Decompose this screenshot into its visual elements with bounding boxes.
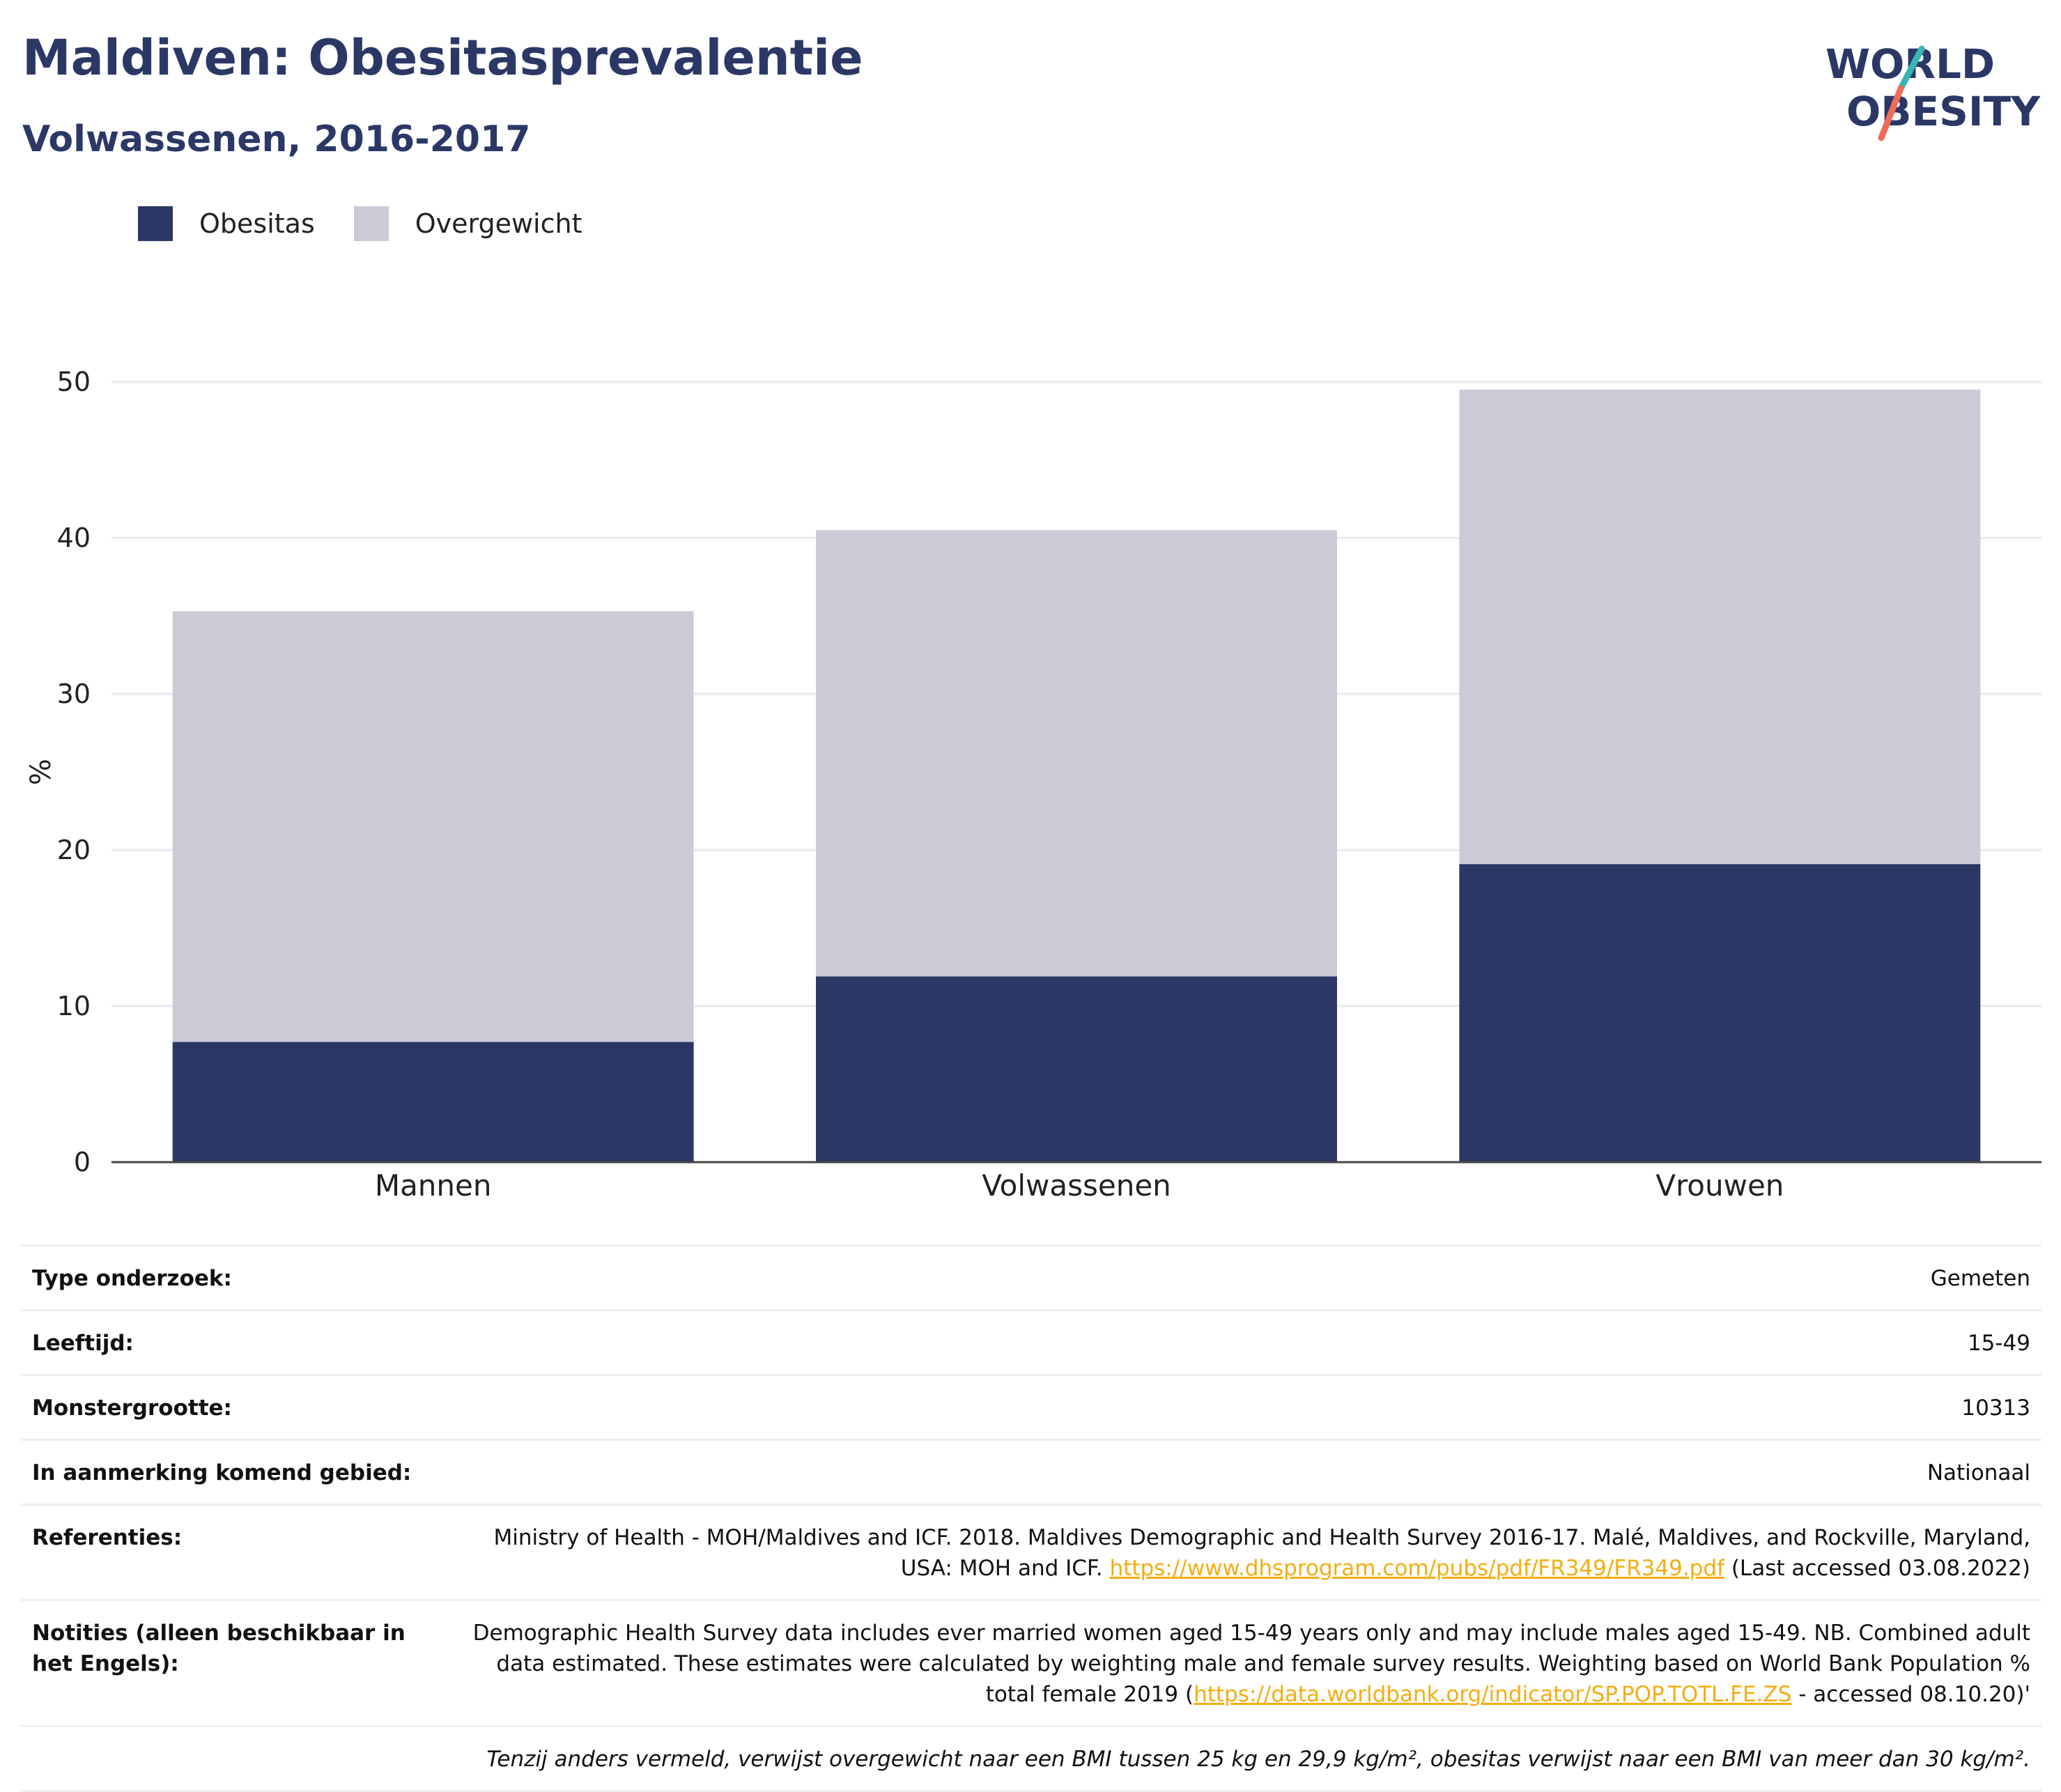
bar-obesitas-volwassenen[interactable]: [816, 976, 1337, 1162]
references-text: Ministry of Health - MOH/Maldives and IC…: [493, 1525, 2031, 1581]
bar-overgewicht-vrouwen[interactable]: [1459, 389, 1981, 865]
y-tick-label-40: 40: [57, 523, 91, 553]
world-obesity-logo: WORLD OBESITY: [1825, 40, 2041, 141]
legend-label-obesitas: Obesitas: [199, 208, 315, 239]
legend-swatch-obesitas: [138, 206, 173, 241]
notes-accessed: - accessed 08.10.20)': [1798, 1682, 2030, 1707]
chart-title: Maldiven: Obesitasprevalentie: [22, 29, 863, 86]
y-tick-label-30: 30: [57, 679, 91, 709]
x-tick-label-mannen: Mannen: [375, 1168, 492, 1203]
bar-chart: 0 10 20 30 40 50% Mannen Volwassenen Vrouwen: [25, 366, 2041, 1203]
bar-obesitas-mannen[interactable]: [172, 1042, 694, 1162]
logo-word-obesity: OBESITY: [1846, 88, 2041, 135]
chart-legend: Obesitas Overgewicht: [138, 206, 622, 241]
y-axis-label: %: [25, 759, 57, 785]
legend-item-obesitas[interactable]: Obesitas: [138, 206, 315, 241]
references-link[interactable]: https://www.dhsprogram.com/pubs/pdf/FR34…: [1109, 1556, 1724, 1581]
x-tick-label-vrouwen: Vrouwen: [1655, 1168, 1784, 1203]
info-value-survey-type: Gemeten: [1930, 1266, 2030, 1291]
bar-obesitas-vrouwen[interactable]: [1459, 864, 1981, 1162]
footnote-text: Tenzij anders vermeld, verwijst overgewi…: [486, 1747, 2030, 1772]
logo-slash-coral: [1878, 85, 1904, 141]
references-accessed: (Last accessed 03.08.2022): [1731, 1556, 2030, 1581]
notes-link[interactable]: https://data.worldbank.org/indicator/SP.…: [1194, 1682, 1792, 1707]
notes-text: Demographic Health Survey data includes …: [472, 1621, 2030, 1707]
bar-overgewicht-mannen[interactable]: [172, 611, 694, 1042]
chart-subtitle: Volwassenen, 2016-2017: [22, 118, 531, 160]
y-tick-label-0: 0: [74, 1147, 91, 1177]
x-tick-label-volwassenen: Volwassenen: [982, 1168, 1171, 1203]
y-tick-label-10: 10: [57, 991, 91, 1021]
info-row-survey-type: Type onderzoek: Gemeten: [21, 1245, 2041, 1311]
info-value-references: Ministry of Health - MOH/Maldives and IC…: [461, 1505, 2041, 1600]
survey-info-table: Type onderzoek: Gemeten Leeftijd: 15-49 …: [21, 1244, 2041, 1792]
info-label-notes: Notities (alleen beschikbaar in het Enge…: [32, 1621, 406, 1676]
info-row-notes: Notities (alleen beschikbaar in het Enge…: [21, 1600, 2041, 1727]
logo-slash-teal: [1897, 45, 1925, 92]
info-row-sample-size: Monstergrootte: 10313: [21, 1375, 2041, 1440]
info-label-survey-type: Type onderzoek:: [32, 1266, 232, 1291]
info-row-footnote: Tenzij anders vermeld, verwijst overgewi…: [21, 1726, 2041, 1791]
axes: 0 10 20 30 40 50% Mannen Volwassenen Vrouwen: [25, 366, 2041, 1203]
info-row-area: In aanmerking komend gebied: Nationaal: [21, 1439, 2041, 1505]
legend-item-overgewicht[interactable]: Overgewicht: [353, 206, 582, 241]
info-value-area: Nationaal: [1927, 1460, 2030, 1485]
info-label-area: In aanmerking komend gebied:: [32, 1460, 412, 1485]
legend-label-overgewicht: Overgewicht: [415, 208, 582, 239]
info-value-age: 15-49: [1967, 1331, 2030, 1356]
info-label-age: Leeftijd:: [32, 1331, 134, 1356]
info-label-references: Referenties:: [32, 1525, 183, 1550]
y-tick-label-50: 50: [57, 366, 91, 397]
info-row-age: Leeftijd: 15-49: [21, 1310, 2041, 1375]
info-row-references: Referenties: Ministry of Health - MOH/Ma…: [21, 1504, 2041, 1600]
info-value-notes: Demographic Health Survey data includes …: [461, 1600, 2041, 1727]
info-label-sample-size: Monstergrootte:: [32, 1396, 232, 1421]
bars: [172, 389, 1981, 1162]
legend-swatch-overgewicht: [353, 206, 389, 241]
info-value-sample-size: 10313: [1961, 1396, 2030, 1421]
bar-overgewicht-volwassenen[interactable]: [816, 530, 1337, 977]
y-tick-label-20: 20: [57, 835, 91, 865]
